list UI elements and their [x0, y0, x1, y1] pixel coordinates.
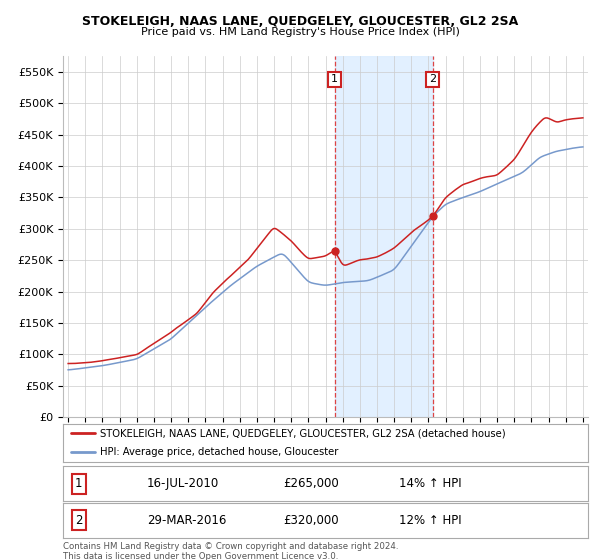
Bar [335, 56, 433, 417]
Text: 14% ↑ HPI: 14% ↑ HPI [399, 477, 461, 491]
Text: 2: 2 [429, 74, 436, 85]
Text: Contains HM Land Registry data © Crown copyright and database right 2024.
This d: Contains HM Land Registry data © Crown c… [63, 542, 398, 560]
Text: 29-MAR-2016: 29-MAR-2016 [147, 514, 226, 527]
Text: £265,000: £265,000 [284, 477, 339, 491]
Text: 1: 1 [75, 477, 83, 491]
Text: 16-JUL-2010: 16-JUL-2010 [147, 477, 219, 491]
Text: 2: 2 [75, 514, 83, 527]
Text: STOKELEIGH, NAAS LANE, QUEDGELEY, GLOUCESTER, GL2 2SA: STOKELEIGH, NAAS LANE, QUEDGELEY, GLOUCE… [82, 15, 518, 28]
Text: 12% ↑ HPI: 12% ↑ HPI [399, 514, 461, 527]
Text: HPI: Average price, detached house, Gloucester: HPI: Average price, detached house, Glou… [100, 447, 338, 458]
Text: 1: 1 [331, 74, 338, 85]
Text: STOKELEIGH, NAAS LANE, QUEDGELEY, GLOUCESTER, GL2 2SA (detached house): STOKELEIGH, NAAS LANE, QUEDGELEY, GLOUCE… [100, 428, 505, 438]
Text: £320,000: £320,000 [284, 514, 339, 527]
Text: Price paid vs. HM Land Registry's House Price Index (HPI): Price paid vs. HM Land Registry's House … [140, 27, 460, 37]
